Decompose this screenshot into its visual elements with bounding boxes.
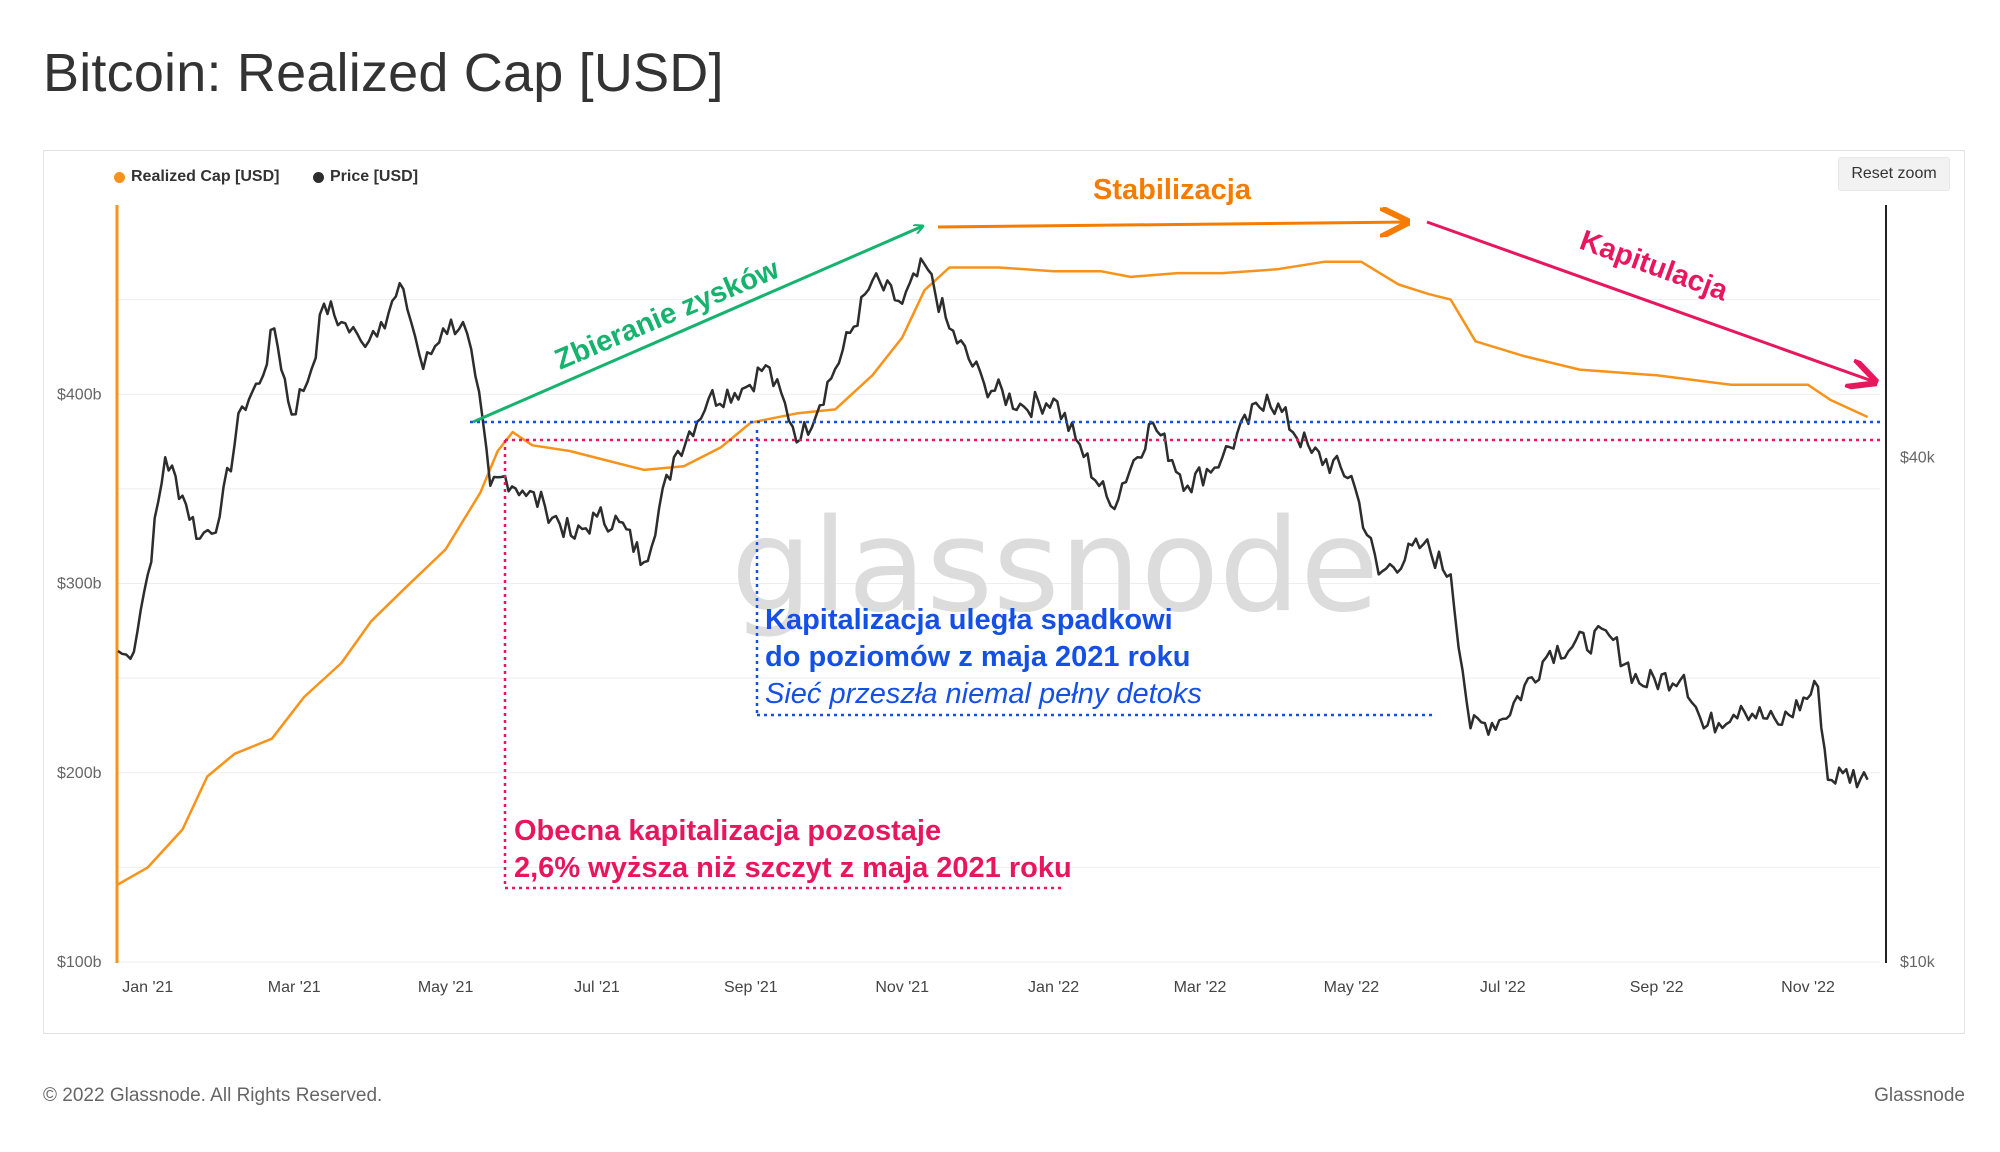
profit-taking-label: Zbieranie zysków <box>550 253 784 376</box>
capitulation-label: Kapitulacja <box>1576 225 1733 308</box>
x-tick-label: Sep '21 <box>724 979 778 996</box>
reset-zoom-button[interactable]: Reset zoom <box>1838 157 1950 191</box>
legend-label-realized-cap: Realized Cap [USD] <box>131 168 280 185</box>
realized-cap-line <box>117 260 1869 886</box>
capitulation-arrow <box>1426 220 1875 382</box>
y-left-tick-label: $400b <box>57 386 102 403</box>
y-right-tick-label: $40k <box>1900 449 1936 466</box>
x-tick-label: Mar '21 <box>268 979 321 996</box>
legend-dot-orange <box>114 171 125 183</box>
x-tick-label: Nov '22 <box>1781 979 1835 996</box>
y-left-labels: $100b $200b $300b $400b <box>57 386 102 971</box>
y-left-tick-label: $100b <box>57 954 102 971</box>
legend-label-price: Price [USD] <box>330 168 419 185</box>
pink-annotation-line1: Obecna kapitalizacja pozostaje <box>514 815 941 847</box>
blue-annotation-line2: do poziomów z maja 2021 roku <box>765 641 1190 673</box>
blue-annotation-line1: Kapitalizacja uległa spadkowi <box>765 604 1173 636</box>
x-tick-label: May '21 <box>418 979 474 996</box>
stabilization-label: Stabilizacja <box>1093 174 1252 206</box>
x-tick-label: Jan '22 <box>1028 979 1079 996</box>
price-line <box>117 257 1869 789</box>
chart-frame <box>43 150 1965 1034</box>
footer-brand: Glassnode <box>1874 1085 1965 1106</box>
profit-taking-arrow <box>472 226 923 424</box>
x-tick-label: Jan '21 <box>122 979 173 996</box>
y-right-tick-label: $10k <box>1900 954 1936 971</box>
y-left-tick-label: $200b <box>57 765 102 782</box>
x-tick-label: Nov '21 <box>875 979 929 996</box>
footer-copyright: © 2022 Glassnode. All Rights Reserved. <box>43 1085 383 1106</box>
watermark: glassnode <box>731 492 1379 641</box>
legend-dot-black <box>313 171 324 183</box>
legend-price[interactable]: Price [USD] <box>313 168 418 186</box>
x-labels: Jan '21 Mar '21 May '21 Jul '21 Sep '21 Nov '… <box>122 979 1835 996</box>
x-tick-label: Jul '22 <box>1480 979 1526 996</box>
page-title: Bitcoin: Realized Cap [USD] <box>43 43 724 103</box>
x-tick-label: Jul '21 <box>574 979 620 996</box>
gridlines <box>118 299 1880 963</box>
y-right-labels: $10k $40k <box>1900 449 1936 971</box>
x-tick-label: May '22 <box>1324 979 1380 996</box>
pink-annotation-line2: 2,6% wyższa niż szczyt z maja 2021 roku <box>514 852 1072 884</box>
x-tick-label: Sep '22 <box>1630 979 1684 996</box>
legend-realized-cap[interactable]: Realized Cap [USD] <box>114 168 279 186</box>
stabilization-arrow <box>937 222 1407 227</box>
x-tick-label: Mar '22 <box>1174 979 1227 996</box>
y-left-tick-label: $300b <box>57 576 102 593</box>
blue-annotation-line3: Sieć przeszła niemal pełny detoks <box>765 678 1202 710</box>
